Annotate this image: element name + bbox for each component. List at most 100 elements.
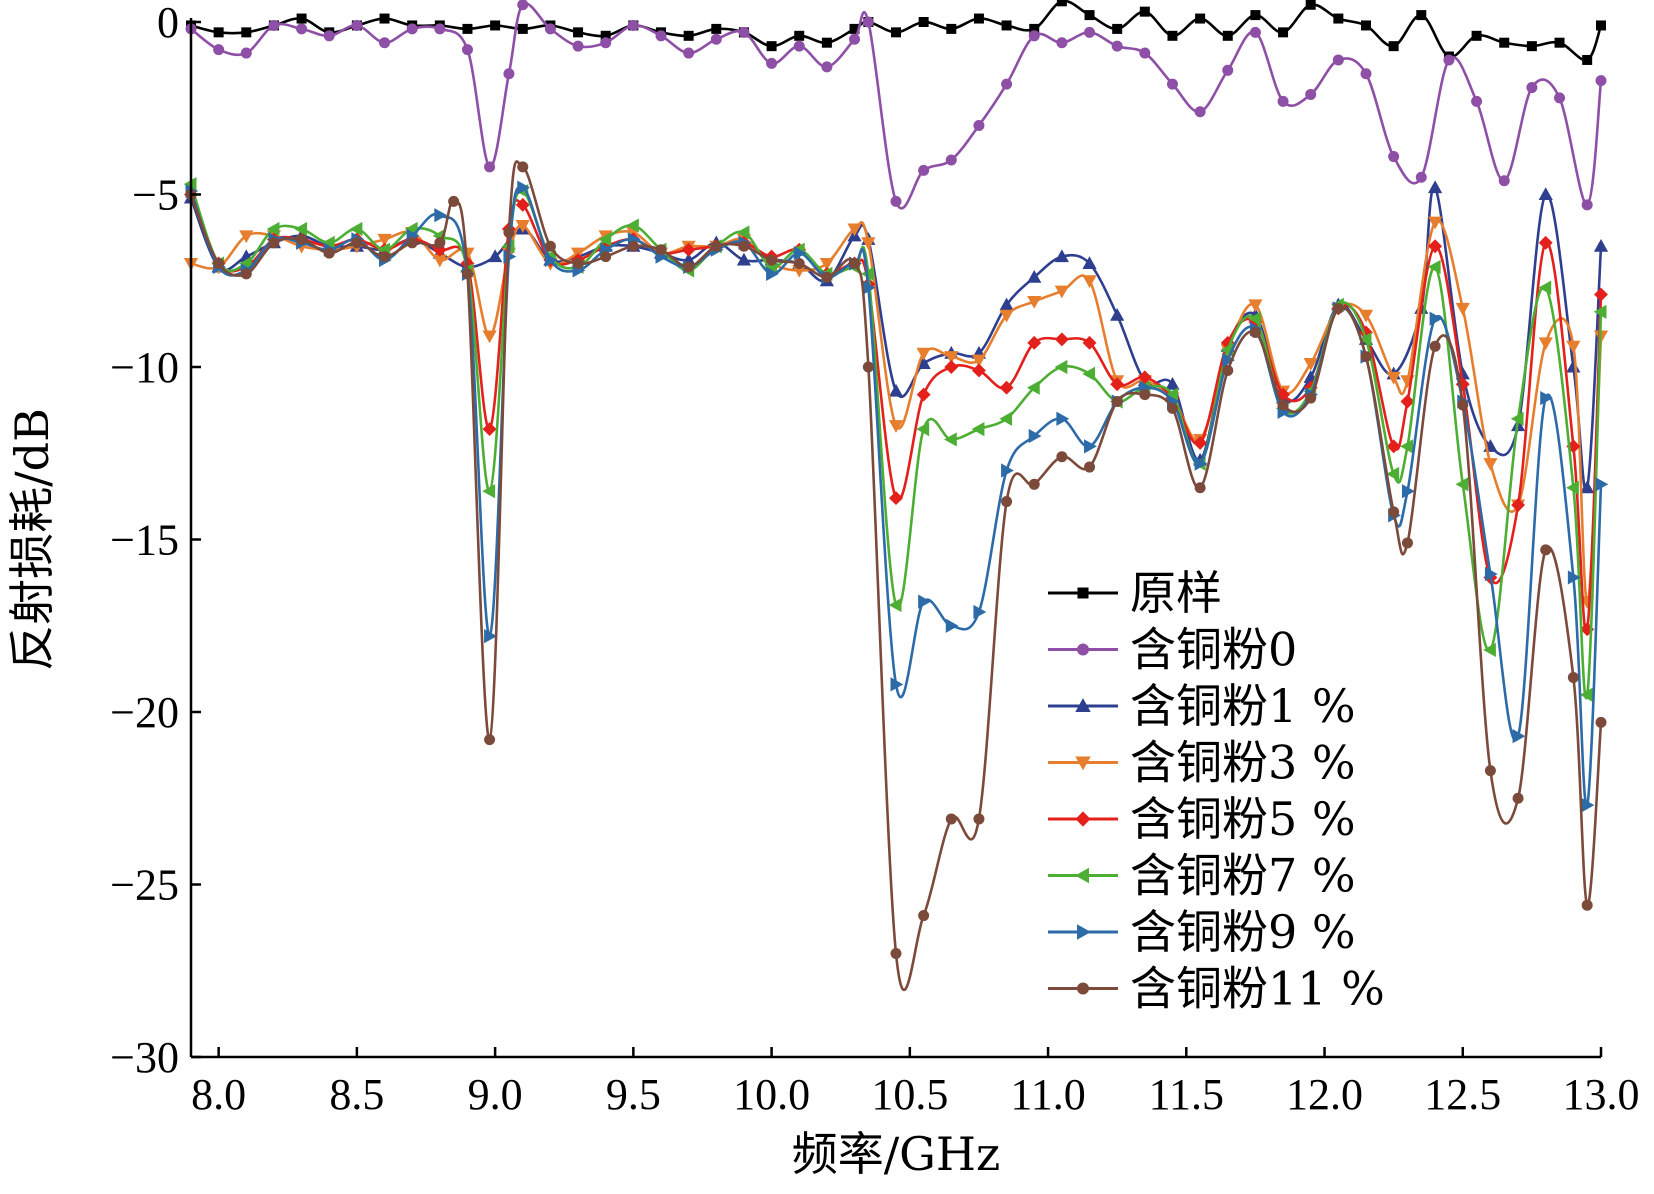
legend-marker xyxy=(1077,587,1089,599)
data-point xyxy=(999,411,1013,426)
data-point xyxy=(598,232,612,247)
data-point xyxy=(1386,439,1401,454)
series-line xyxy=(189,194,1603,634)
data-point xyxy=(861,237,876,251)
axes-layer: 8.0 8.5 9.0 9.5 10.0 10.5 11.0 11.5 12.0 12.5 13.0… xyxy=(110,0,1639,1119)
data-point xyxy=(890,677,904,692)
data-point xyxy=(1594,287,1608,302)
data-point xyxy=(1386,371,1401,385)
data-point xyxy=(296,13,307,24)
data-point xyxy=(1054,249,1069,263)
data-point xyxy=(434,208,448,223)
x-ticks: 8.0 8.5 9.0 9.5 10.0 10.5 11.0 11.5 12.0 12.5 13.0 xyxy=(191,1047,1640,1119)
legend-label: 含铜粉7 % xyxy=(1130,849,1356,903)
data-point xyxy=(379,37,391,49)
data-point xyxy=(296,233,308,245)
data-point xyxy=(1388,41,1399,52)
data-point xyxy=(490,20,501,31)
data-point xyxy=(999,380,1014,395)
data-point xyxy=(600,37,612,49)
data-point xyxy=(517,23,528,34)
data-point xyxy=(890,948,902,959)
data-point xyxy=(573,27,584,38)
legend-item: 原样 xyxy=(1048,566,1222,620)
legend-item: 含铜粉9 % xyxy=(1048,905,1356,959)
y-tick-label: −10 xyxy=(110,343,179,392)
data-point xyxy=(1428,216,1443,230)
data-point xyxy=(1471,95,1483,107)
data-point xyxy=(1194,106,1206,118)
data-point xyxy=(1001,78,1013,90)
data-point xyxy=(544,252,558,268)
data-point xyxy=(1595,75,1607,87)
data-point xyxy=(351,237,363,249)
data-point xyxy=(1333,13,1344,24)
data-point xyxy=(379,13,390,24)
x-tick-label: 9.5 xyxy=(606,1070,661,1119)
data-point xyxy=(1538,235,1553,250)
data-point xyxy=(1526,82,1538,94)
series-7 xyxy=(185,160,1607,991)
data-point xyxy=(213,27,224,38)
data-point xyxy=(1358,309,1374,323)
series-line xyxy=(189,185,1603,492)
data-point xyxy=(1056,451,1068,463)
data-point xyxy=(1248,299,1263,313)
data-point xyxy=(821,37,832,48)
data-point xyxy=(971,363,986,378)
data-point xyxy=(296,23,308,35)
data-point xyxy=(1305,392,1317,404)
data-point xyxy=(517,180,531,195)
data-point xyxy=(1001,463,1014,478)
data-point xyxy=(1056,0,1067,7)
data-point xyxy=(1194,456,1208,471)
data-point xyxy=(1580,480,1595,494)
data-point xyxy=(1498,175,1510,187)
data-point xyxy=(766,41,777,52)
data-point xyxy=(1112,23,1123,34)
data-point xyxy=(1139,389,1151,401)
data-point xyxy=(461,44,473,56)
data-point xyxy=(1027,335,1042,350)
data-point xyxy=(294,221,308,237)
legend-label: 含铜粉1 % xyxy=(1130,679,1356,733)
data-point xyxy=(1483,458,1498,471)
data-point xyxy=(916,387,931,402)
data-point xyxy=(1581,899,1593,911)
data-point xyxy=(1427,259,1441,275)
data-point xyxy=(1332,302,1344,314)
data-point xyxy=(1222,30,1233,41)
data-point xyxy=(918,594,931,609)
data-point xyxy=(711,23,722,34)
data-point xyxy=(1082,335,1097,350)
data-point xyxy=(1305,0,1316,10)
data-point xyxy=(655,244,667,256)
data-point xyxy=(766,57,778,69)
data-point xyxy=(1471,30,1482,41)
series-4 xyxy=(184,187,1608,637)
data-point xyxy=(626,218,639,233)
legend-label: 含铜粉11 % xyxy=(1130,962,1385,1016)
data-point xyxy=(1400,439,1413,454)
x-tick-label: 12.0 xyxy=(1286,1070,1363,1119)
data-point xyxy=(1401,537,1413,549)
data-point xyxy=(1484,765,1496,777)
data-point xyxy=(888,597,902,613)
data-point xyxy=(461,268,473,280)
y-axis-title: 反射损耗/dB xyxy=(5,408,59,671)
data-point xyxy=(266,221,280,237)
data-point xyxy=(1194,482,1206,494)
data-point xyxy=(973,120,985,131)
data-point xyxy=(515,197,530,212)
data-point xyxy=(1277,399,1289,411)
legend-item: 含铜粉5 % xyxy=(1048,792,1356,846)
data-point xyxy=(1360,351,1372,363)
y-tick-label: 0 xyxy=(157,0,179,47)
data-point xyxy=(889,491,903,506)
data-point xyxy=(916,347,931,361)
data-point xyxy=(821,61,833,73)
data-point xyxy=(918,17,929,27)
data-point xyxy=(971,422,985,437)
y-ticks: 0 −5 −10 −15 −20 −25 −30 xyxy=(110,0,201,1082)
